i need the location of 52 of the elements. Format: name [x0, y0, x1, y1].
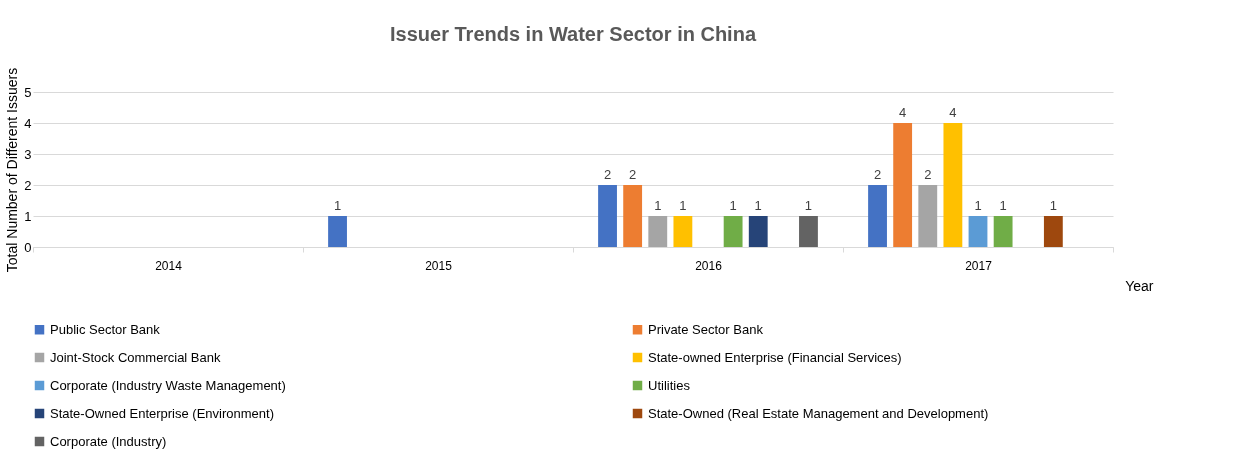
- x-tick-label: 2015: [425, 258, 453, 273]
- bar: [1043, 216, 1063, 247]
- bar: [598, 185, 617, 247]
- data-label: 1: [1049, 198, 1057, 213]
- bar: [918, 185, 938, 247]
- data-label: 4: [949, 105, 957, 120]
- legend-label: State-Owned (Real Estate Management and Development): [648, 405, 989, 421]
- data-label: 1: [654, 198, 662, 213]
- x-tick-label: 2014: [155, 258, 183, 273]
- legend-label: State-owned Enterprise (Financial Services): [648, 349, 902, 365]
- legend-label: Public Sector Bank: [50, 321, 161, 337]
- data-label: 1: [729, 198, 737, 213]
- bar: [623, 185, 643, 247]
- data-label: 4: [899, 105, 907, 120]
- data-label: 1: [804, 198, 813, 213]
- legend-label: Utilities: [648, 377, 691, 393]
- y-tick-label: 2: [24, 177, 32, 193]
- legend-label: Corporate (Industry Waste Management): [50, 377, 286, 393]
- data-label: 1: [999, 198, 1007, 213]
- bar: [893, 123, 913, 247]
- bar: [799, 216, 818, 247]
- data-label: 1: [974, 198, 982, 213]
- data-label: 1: [679, 198, 687, 213]
- legend-label: Joint-Stock Commercial Bank: [50, 349, 221, 365]
- y-axis-title: Total Number of Different Issuers: [4, 67, 21, 273]
- data-label: 2: [873, 167, 882, 182]
- data-label: 2: [924, 167, 932, 182]
- y-tick-label: 1: [24, 208, 32, 224]
- data-label: 2: [629, 167, 637, 182]
- bar: [723, 216, 743, 247]
- legend-label: State-Owned Enterprise (Environment): [50, 405, 274, 421]
- data-label: 1: [333, 198, 342, 213]
- x-tick-label: 2017: [965, 258, 993, 273]
- y-tick-label: 3: [24, 146, 32, 162]
- y-tick-label: 5: [24, 84, 32, 100]
- bar: [328, 216, 347, 247]
- y-tick-label: 4: [24, 115, 32, 131]
- bar: [648, 216, 668, 247]
- y-tick-label: 0: [24, 239, 32, 255]
- legend-label: Corporate (Industry): [50, 433, 167, 449]
- x-tick-label: 2016: [695, 258, 723, 273]
- bar: [748, 216, 768, 247]
- x-axis-title: Year: [1125, 277, 1154, 294]
- legend-label: Private Sector Bank: [648, 321, 764, 337]
- bar: [968, 216, 988, 247]
- bar: [993, 216, 1013, 247]
- data-label: 1: [754, 198, 762, 213]
- data-label: 2: [603, 167, 612, 182]
- bar: [943, 123, 963, 247]
- bar: [673, 216, 693, 247]
- chart-title: Issuer Trends in Water Sector in China: [389, 23, 757, 46]
- bar: [868, 185, 887, 247]
